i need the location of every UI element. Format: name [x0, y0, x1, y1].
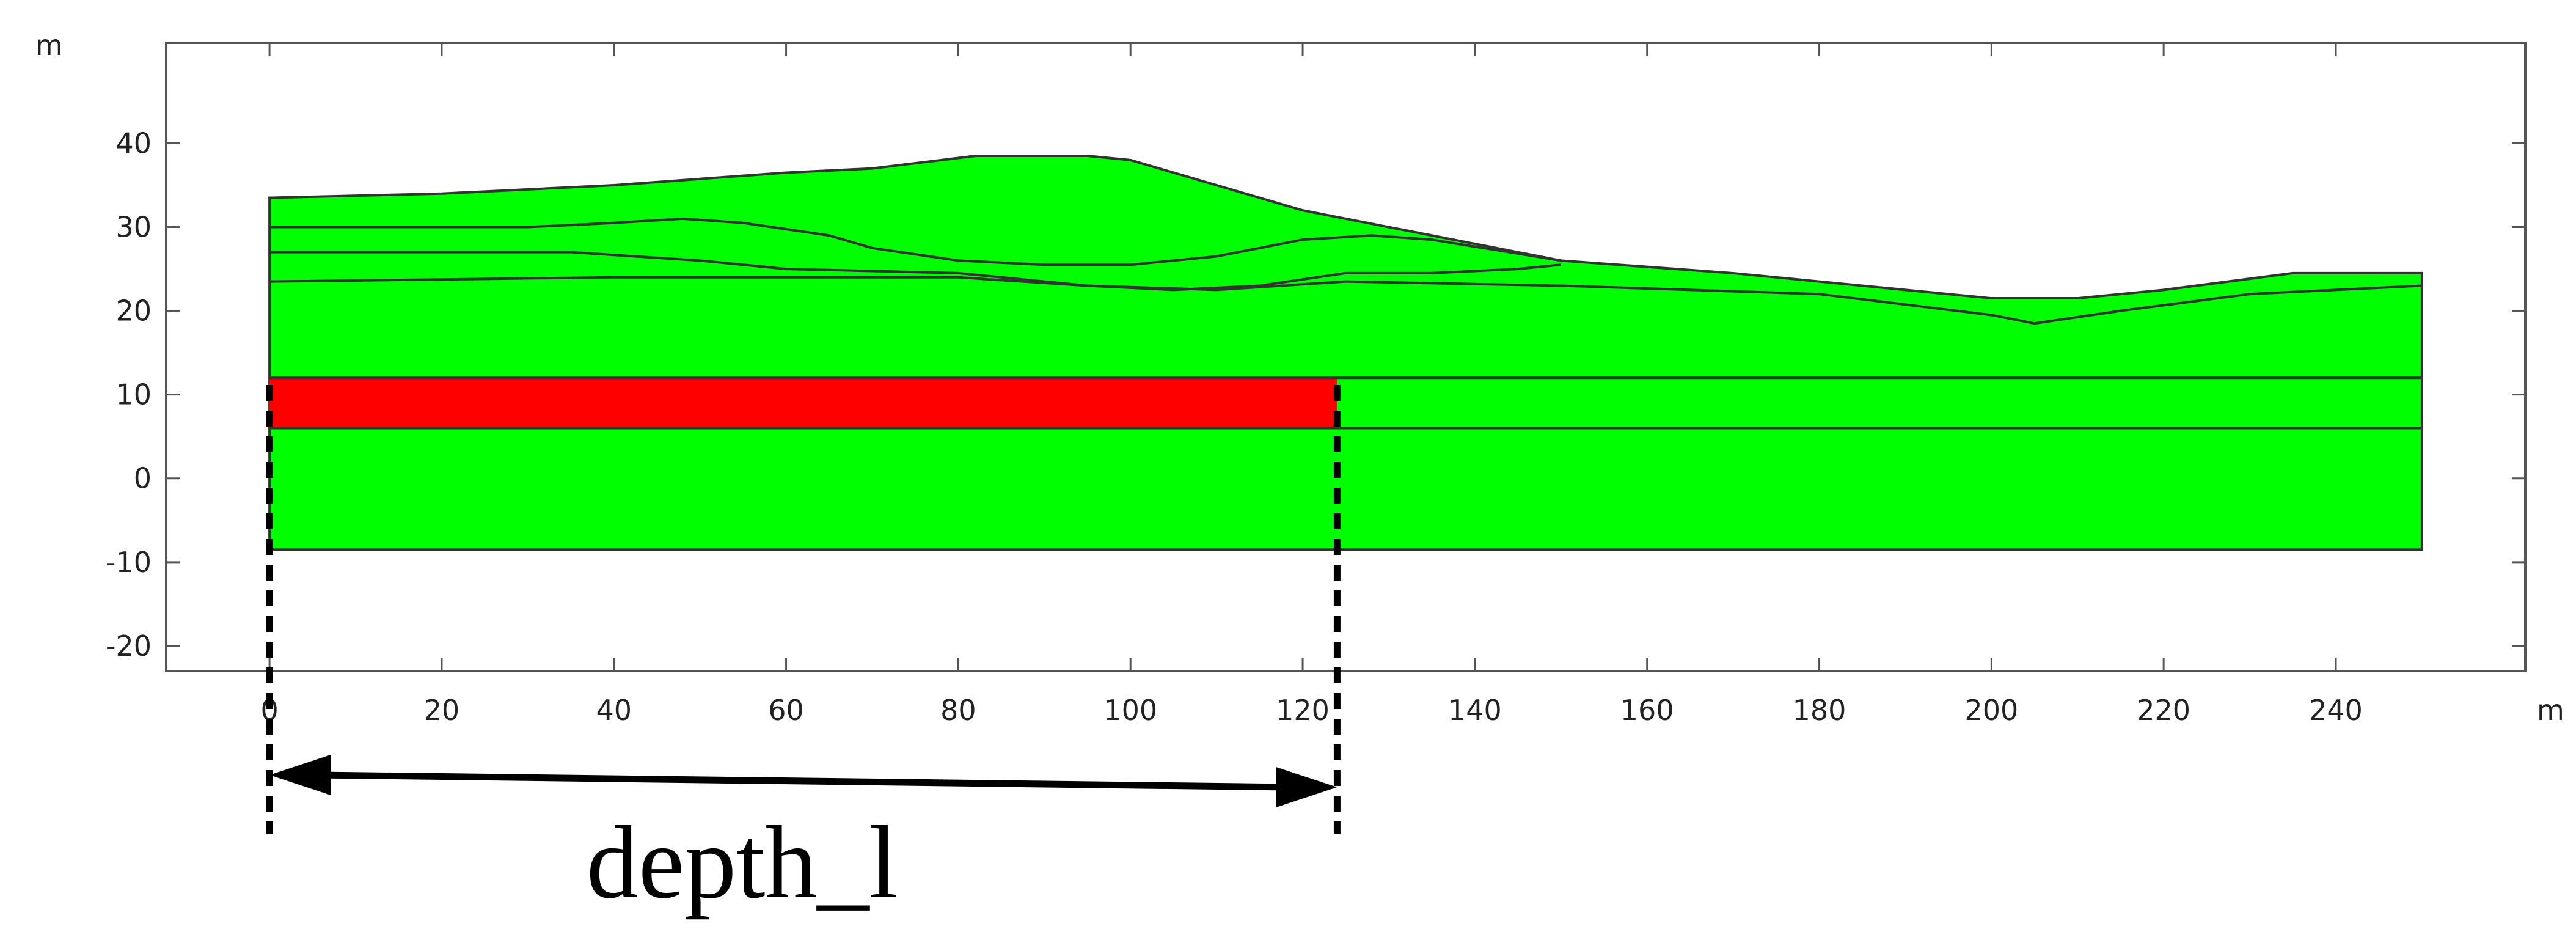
dimension-arrow	[318, 771, 1289, 791]
x-tick-label: 240	[2309, 694, 2363, 727]
x-tick-label: 220	[2137, 694, 2190, 727]
y-tick-label: -20	[106, 630, 152, 663]
y-tick-label: 0	[134, 462, 152, 495]
y-tick-label: 20	[115, 295, 152, 328]
y-tick-label: 30	[115, 211, 152, 244]
soil-domain	[268, 155, 2423, 551]
axis-tick-labels: 0 20 40 60 80 100 120 140 160 180 200 220 240 40 30 20 1…	[106, 127, 2363, 727]
highlighted-layer	[269, 378, 1337, 428]
y-tick-label: 40	[115, 127, 152, 160]
x-tick-label: 160	[1620, 694, 1674, 727]
layer-interface-1	[269, 217, 1562, 266]
arrowhead-right	[1276, 767, 1337, 807]
layer-interfaces	[269, 217, 2423, 430]
x-tick-label: 80	[940, 694, 976, 727]
arrowhead-left	[269, 755, 331, 795]
x-tick-label: 40	[596, 694, 632, 727]
y-axis-unit: m	[35, 29, 63, 62]
y-tick-label: -10	[106, 546, 152, 579]
y-tick-label: 10	[115, 378, 152, 411]
x-tick-label: 200	[1964, 694, 2018, 727]
axis-ticks	[166, 43, 2525, 671]
plot-frame	[165, 42, 2527, 672]
x-axis-unit: m	[2537, 694, 2564, 727]
layer-interface-3	[269, 276, 2423, 325]
x-tick-label: 180	[1793, 694, 1846, 727]
x-tick-label: 60	[768, 694, 804, 727]
x-tick-label: 120	[1276, 694, 1330, 727]
x-tick-label: 20	[424, 694, 460, 727]
dimension-label: depth_l	[587, 805, 898, 920]
x-tick-label: 100	[1103, 694, 1157, 727]
x-tick-label: 140	[1448, 694, 1502, 727]
